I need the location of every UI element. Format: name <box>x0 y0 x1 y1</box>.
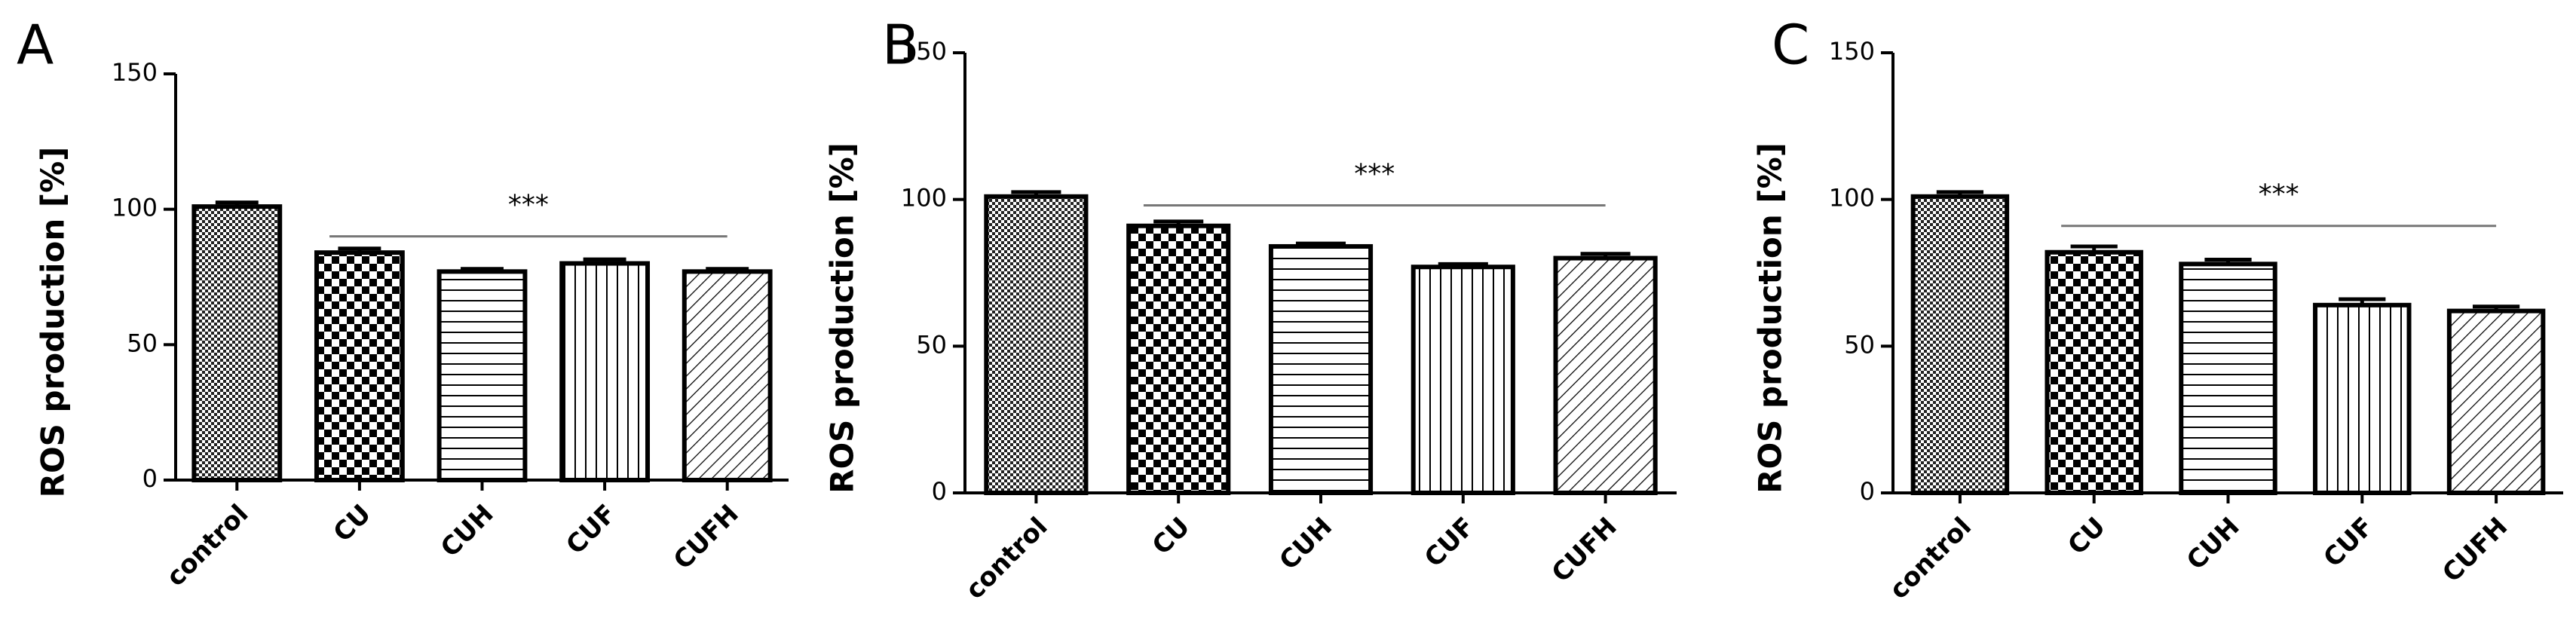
y-tick-label: 100 <box>901 184 947 213</box>
y-tick-label: 150 <box>1829 37 1875 66</box>
significance-label: *** <box>508 190 549 221</box>
y-tick-label: 150 <box>901 37 947 66</box>
y-tick-label: 50 <box>916 330 947 359</box>
y-axis-label: ROS production [%] <box>824 142 861 494</box>
bar <box>1411 265 1515 495</box>
x-tick-label: CUFH <box>1546 512 1623 589</box>
y-tick-label: 0 <box>932 477 947 506</box>
panel-label: A <box>17 14 54 77</box>
x-tick-label: control <box>960 512 1053 605</box>
bar <box>2179 262 2277 495</box>
bar <box>2446 308 2546 496</box>
y-axis-label: ROS production [%] <box>35 147 72 498</box>
panel-label: B <box>882 14 919 77</box>
y-axis-label: ROS production [%] <box>1752 142 1789 494</box>
x-tick-label: CU <box>1147 512 1196 561</box>
x-tick-label: CUFH <box>2437 512 2513 589</box>
x-tick-label: CUH <box>435 499 500 564</box>
y-tick-label: 50 <box>127 329 158 357</box>
bar <box>1268 243 1374 495</box>
x-tick-label: CUH <box>1274 512 1339 577</box>
x-tick-label: CUF <box>560 499 622 561</box>
panel-label: C <box>1772 14 1809 77</box>
x-tick-label: CU <box>328 499 377 548</box>
bar <box>2045 249 2143 495</box>
y-tick-label: 0 <box>1860 477 1875 506</box>
x-tick-label: CUH <box>2181 512 2246 577</box>
bar <box>314 250 405 482</box>
bar <box>682 269 773 482</box>
y-tick-label: 150 <box>112 58 158 87</box>
bar <box>559 261 651 482</box>
x-tick-label: CUF <box>2318 512 2380 574</box>
bar <box>1910 194 2010 495</box>
bar <box>2313 302 2412 495</box>
x-tick-label: CUF <box>1419 512 1481 574</box>
x-tick-label: control <box>1884 512 1977 605</box>
significance-label: *** <box>1354 158 1395 189</box>
x-tick-label: CU <box>2062 512 2111 561</box>
bar <box>984 194 1089 495</box>
y-tick-label: 100 <box>112 194 158 222</box>
y-tick-label: 100 <box>1829 184 1875 213</box>
x-tick-label: control <box>161 499 254 592</box>
x-tick-label: CUFH <box>668 499 745 576</box>
y-tick-label: 0 <box>142 464 158 493</box>
y-tick-label: 50 <box>1844 330 1875 359</box>
bar <box>1553 255 1658 495</box>
bar <box>436 269 528 482</box>
significance-label: *** <box>2259 179 2299 210</box>
bar <box>1126 223 1231 495</box>
bar <box>191 204 283 482</box>
